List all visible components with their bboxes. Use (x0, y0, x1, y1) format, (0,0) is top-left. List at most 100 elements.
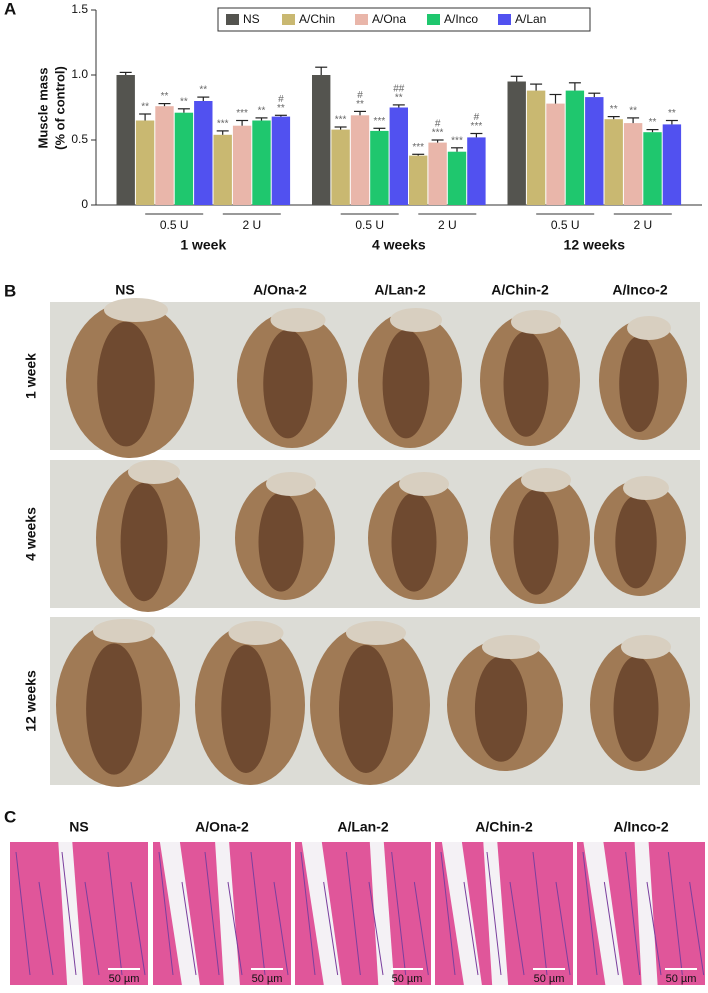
column-header: A/Inco-2 (612, 282, 667, 298)
column-header: A/Chin-2 (491, 282, 549, 298)
significance-label: ** (277, 103, 285, 114)
legend-label: A/Inco (444, 12, 478, 26)
muscle-tendon (390, 308, 442, 332)
error-bar (197, 96, 210, 101)
muscle-core (258, 492, 304, 592)
significance-label: *** (451, 135, 463, 146)
fibre-border (603, 881, 619, 976)
tissue-gap (369, 842, 395, 985)
bar (447, 151, 467, 205)
error-bar (177, 108, 190, 113)
tissue-gap (215, 842, 240, 985)
column-header: A/Inco-2 (613, 819, 668, 835)
error-bar (119, 71, 132, 75)
muscle-core (97, 321, 155, 447)
significance-label: ** (199, 85, 207, 96)
bar (135, 120, 155, 205)
bar (546, 103, 565, 205)
bar (389, 107, 408, 205)
bar (232, 125, 252, 205)
bar (252, 120, 271, 205)
muscle-tendon (627, 316, 671, 340)
fibre-border (555, 881, 571, 976)
significance-label: # (357, 90, 363, 101)
error-bar (216, 130, 229, 135)
error-bar (510, 75, 523, 82)
fibre-border (486, 851, 502, 976)
error-bar (158, 102, 171, 107)
muscle-tendon (346, 621, 406, 645)
fibre-border (300, 851, 316, 976)
significance-label: ** (629, 106, 637, 117)
significance-label: *** (217, 119, 229, 130)
muscle-core (86, 643, 142, 775)
error-bar (412, 153, 425, 156)
significance-label: ** (161, 91, 169, 102)
bar (604, 119, 623, 205)
scale-bar-label: 50 µm (666, 973, 697, 985)
column-header: A/Ona-2 (253, 282, 307, 298)
bar (155, 106, 174, 205)
legend-box (217, 7, 591, 32)
muscle-tendon (128, 460, 180, 484)
significance-label: # (474, 112, 480, 123)
group-label: 1 week (180, 237, 226, 253)
legend-swatch (427, 14, 440, 25)
bar (428, 142, 447, 205)
column-header: A/Ona-2 (195, 819, 249, 835)
legend-label: NS (243, 12, 260, 26)
y-tick-label: 0.5 (71, 132, 88, 146)
panel-label: A (4, 0, 16, 18)
error-bar (255, 117, 268, 121)
dose-label: 0.5 U (551, 218, 580, 232)
fibre-border (38, 881, 54, 976)
fibre-border (625, 851, 641, 976)
muscle-core (474, 656, 528, 762)
muscle-tendon (399, 472, 449, 496)
y-axis-label: Muscle mass (35, 68, 50, 149)
column-header: A/Lan-2 (374, 282, 426, 298)
muscle-core (221, 645, 271, 773)
bar (174, 112, 194, 205)
row-label: 4 weeks (23, 507, 39, 561)
row-label: 1 week (23, 353, 39, 399)
significance-label: *** (236, 108, 248, 119)
fibre-border (204, 851, 220, 976)
significance-label: ** (610, 104, 618, 115)
tissue-gap (441, 842, 482, 985)
significance-label: ** (649, 117, 657, 128)
bar (643, 132, 662, 205)
bar (409, 155, 428, 205)
bar (271, 116, 291, 205)
tissue-gap (159, 842, 200, 985)
bar (213, 134, 232, 205)
error-bar (431, 139, 444, 143)
y-tick-label: 1.5 (71, 2, 88, 16)
fibre-border (532, 851, 548, 976)
scale-bar-label: 50 µm (534, 973, 565, 985)
fibre-border (582, 851, 598, 976)
error-bar (354, 110, 366, 116)
dose-label: 2 U (242, 218, 261, 232)
scale-bar-label: 50 µm (252, 973, 283, 985)
bar (662, 124, 682, 205)
y-tick-label: 1.0 (71, 67, 88, 81)
bar (585, 97, 604, 205)
muscle-tendon (521, 468, 571, 492)
fibre-border (413, 881, 429, 976)
muscle-core (615, 495, 657, 589)
fibre-border (181, 881, 197, 976)
y-axis-label: (% of control) (52, 66, 67, 150)
muscle-tendon (228, 621, 284, 645)
muscle-core (339, 645, 393, 773)
legend-swatch (282, 14, 295, 25)
fibre-border (391, 851, 407, 976)
error-bar (236, 119, 249, 126)
error-bar (392, 104, 405, 108)
panel-label: C (4, 807, 16, 826)
bar (565, 90, 585, 205)
fibre-border (323, 881, 339, 976)
y-tick-label: 0 (81, 197, 88, 211)
error-bar (627, 117, 640, 124)
fibre-border (646, 881, 662, 976)
